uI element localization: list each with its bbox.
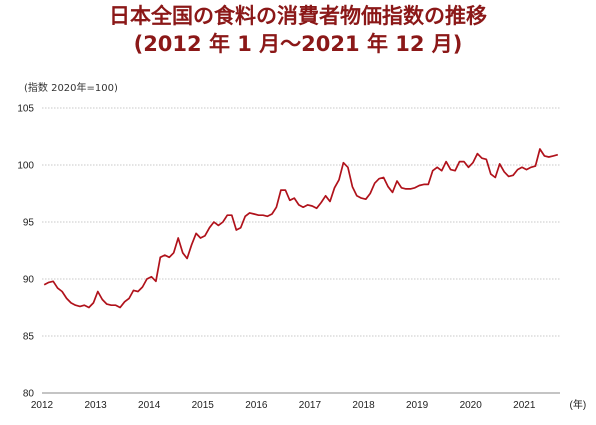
x-tick-label: 2014 — [138, 400, 161, 411]
x-tick-label: 2017 — [299, 400, 322, 411]
y-tick-label: 105 — [17, 104, 34, 115]
x-tick-label: 2019 — [406, 400, 429, 411]
y-tick-label: 85 — [23, 332, 35, 343]
y-tick-label: 95 — [23, 218, 35, 229]
x-tick-label: 2020 — [460, 400, 483, 411]
x-tick-label: 2016 — [245, 400, 268, 411]
x-tick-label: 2013 — [84, 400, 107, 411]
y-tick-label: 90 — [23, 275, 35, 286]
y-axis-label: (指数 2020年=100) — [24, 83, 118, 94]
x-axis-unit: (年) — [570, 398, 587, 411]
y-tick-label: 100 — [17, 161, 34, 172]
y-tick-label: 80 — [23, 389, 35, 400]
chart-subtitle: (2012 年 1 月～2021 年 12 月) — [133, 32, 463, 56]
x-tick-label: 2021 — [513, 400, 536, 411]
series-line — [43, 148, 559, 309]
x-tick-label: 2015 — [192, 400, 215, 411]
chart-title: 日本全国の食料の消費者物価指数の推移 — [109, 4, 487, 28]
x-tick-label: 2012 — [31, 400, 54, 411]
x-tick-label: 2018 — [352, 400, 375, 411]
